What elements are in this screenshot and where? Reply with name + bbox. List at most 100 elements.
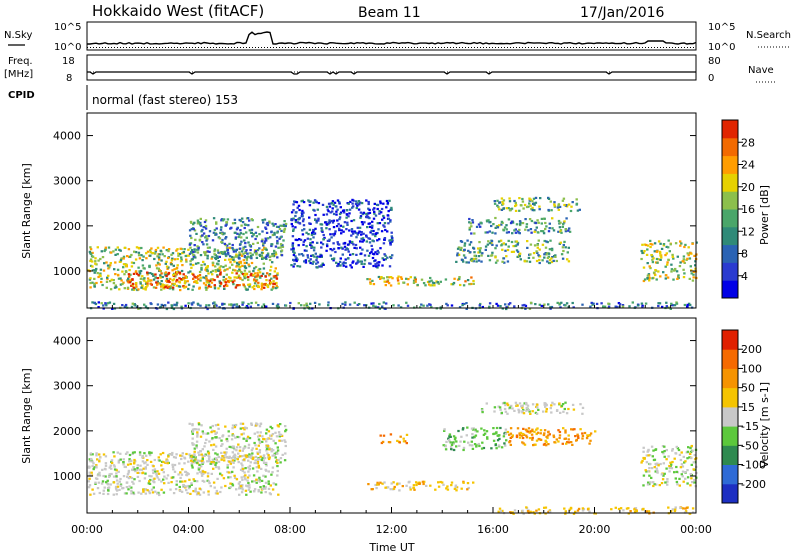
power-cell [552,259,555,262]
power-cell [209,271,213,274]
power-cell [374,259,377,262]
power-cell [206,257,209,260]
power-cell [337,222,340,226]
velocity-cell [504,432,508,435]
velocity-cell [203,471,206,474]
power-cell [362,211,366,214]
power-cell [330,202,334,205]
power-cell [215,233,218,236]
velocity-cell [466,488,469,491]
velocity-cell [254,459,257,462]
power-cell [300,200,303,203]
velocity-cell [210,431,213,434]
power-cell [158,258,161,261]
velocity-cell [516,404,519,407]
power-cell [216,274,219,277]
velocity-cell [198,459,201,463]
power-cell [227,253,230,256]
power-cell [211,239,215,242]
power-cell [166,267,169,270]
power-cell [261,305,264,308]
power-cell [99,257,102,261]
velocity-cell [158,493,161,497]
power-cell [544,227,547,231]
power-cell [368,208,371,211]
power-cell [550,305,554,309]
power-cell [607,305,611,308]
power-cell [385,199,389,203]
power-cell [207,285,211,288]
power-cell [198,286,201,289]
power-cell [323,236,326,239]
power-cell [506,260,510,263]
velocity-cell [206,475,210,478]
power-cell [297,302,300,305]
power-cell [273,249,276,252]
power-cell [224,254,228,258]
power-cell [170,253,173,256]
velocity-cell [272,449,275,452]
velocity-cell [220,474,224,477]
power-cell [166,286,169,289]
power-cell [256,274,260,277]
velocity-cell [641,459,644,462]
power-cell [659,252,662,255]
power-cell [298,208,301,212]
power-cell [160,303,163,306]
power-cell [453,277,456,280]
velocity-cell [276,449,280,452]
velocity-cell [198,453,201,457]
power-cell [218,268,222,271]
power-cell [264,275,267,278]
power-cell [204,227,208,230]
power-cell [201,241,204,244]
velocity-cell [144,467,147,470]
power-cell [146,271,149,274]
power-cell [120,279,123,282]
power-cell [564,230,568,233]
power-cell [272,282,275,285]
power-cell [141,259,144,262]
velocity-cell [117,470,120,473]
velocity-cell [274,483,278,486]
power-cell [177,285,181,288]
power-cell [353,301,356,304]
velocity-cell [180,457,183,461]
velocity-cell [192,443,195,446]
velocity-cell [113,455,116,458]
power-cell [348,212,351,215]
velocity-colorbar-tick-label: -15 [741,420,759,433]
velocity-cell [564,401,567,404]
power-cell [327,221,331,224]
power-cell [669,307,672,310]
power-cell [138,257,142,260]
velocity-cell [681,470,685,473]
velocity-cell [200,453,203,456]
velocity-cell [256,460,260,463]
velocity-cell [564,429,567,432]
power-cell [309,238,312,241]
velocity-cell [124,465,127,469]
power-cell [558,205,562,208]
power-cell [499,305,502,308]
power-cell [366,226,369,229]
power-cell [241,264,244,267]
velocity-cell [551,401,554,404]
velocity-cell [434,488,437,491]
velocity-cell [260,467,263,470]
power-cell [202,243,205,246]
power-cell [190,236,193,240]
power-cell [254,265,258,269]
power-cell [272,224,275,227]
power-cell [564,228,568,231]
power-cell [142,287,145,290]
velocity-cell [265,464,268,467]
velocity-cell [188,478,191,481]
velocity-cell [629,510,632,513]
power-cell [190,227,193,231]
velocity-cell [222,456,226,459]
velocity-cell [119,452,122,455]
power-cell [181,264,184,267]
power-cell [216,275,219,278]
velocity-cell [246,435,250,438]
